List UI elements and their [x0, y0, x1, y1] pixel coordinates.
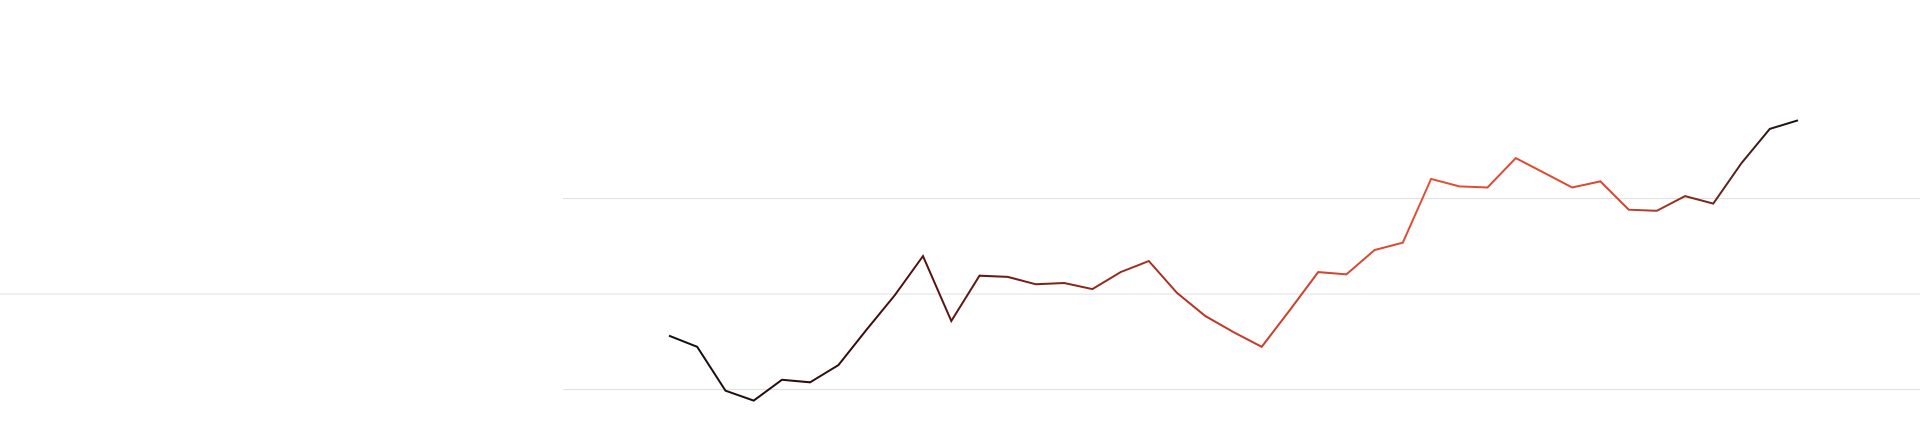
line	[668, 119, 1799, 402]
